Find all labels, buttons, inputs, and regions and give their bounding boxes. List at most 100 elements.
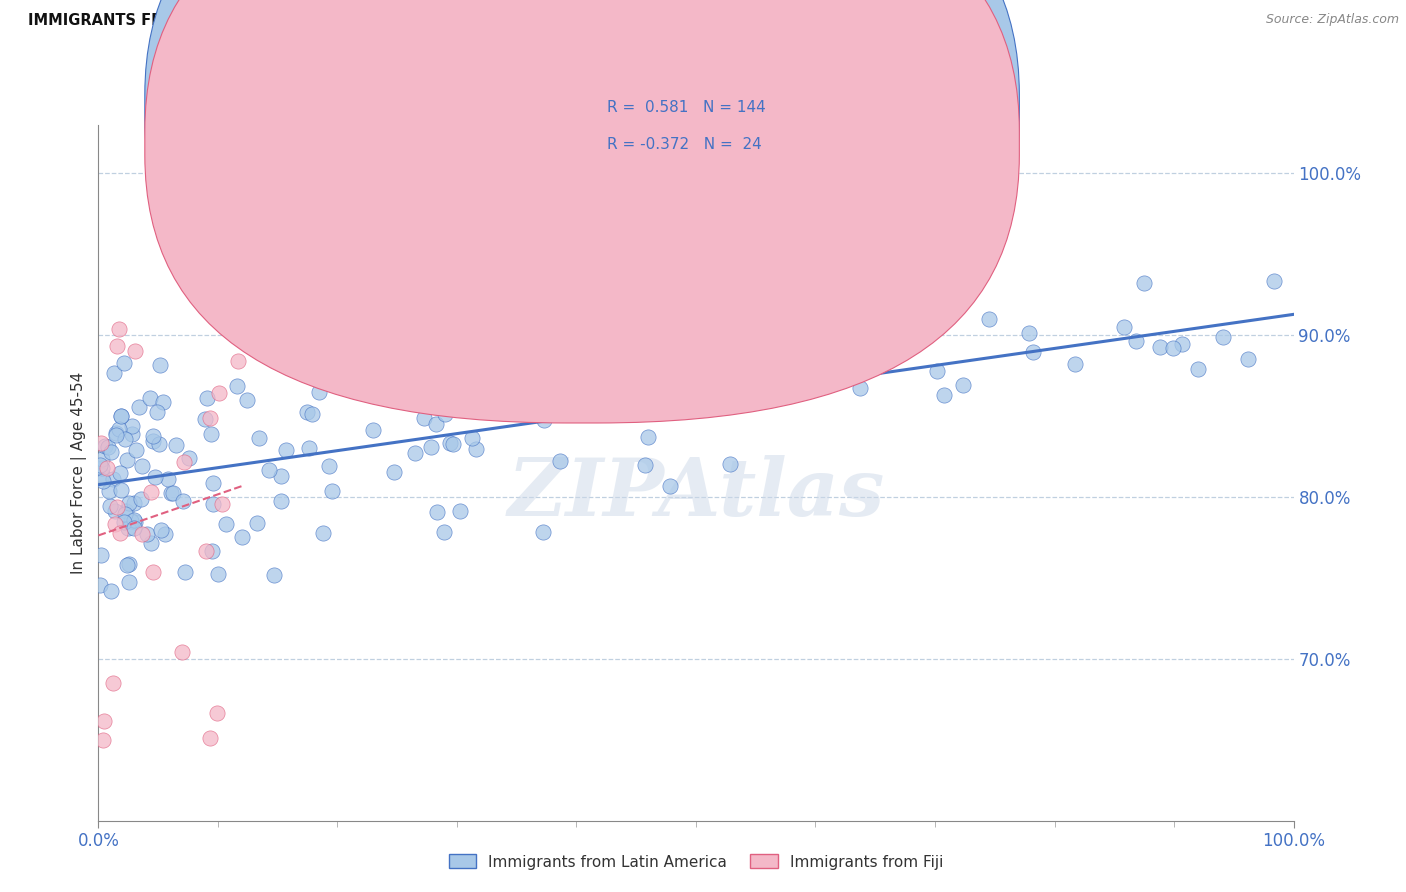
Point <box>114 508 136 522</box>
Point <box>103 366 125 380</box>
Point <box>177 450 200 465</box>
Point <box>679 325 702 339</box>
Point <box>105 339 128 353</box>
Point <box>718 458 741 472</box>
Y-axis label: In Labor Force | Age 45-54: In Labor Force | Age 45-54 <box>72 372 87 574</box>
Point <box>425 417 447 432</box>
Point <box>173 455 195 469</box>
Point <box>115 453 138 467</box>
Point <box>110 409 132 424</box>
Point <box>1114 320 1136 334</box>
Point <box>146 405 169 419</box>
Point <box>1018 326 1040 340</box>
Point <box>145 470 167 484</box>
Point <box>142 565 165 579</box>
Point <box>157 472 180 486</box>
Point <box>121 427 143 442</box>
Point <box>465 442 488 456</box>
Point <box>724 350 747 364</box>
Point <box>125 442 148 457</box>
Text: IMMIGRANTS FROM LATIN AMERICA VS IMMIGRANTS FROM FIJI IN LABOR FORCE | AGE 45-54: IMMIGRANTS FROM LATIN AMERICA VS IMMIGRA… <box>28 13 973 29</box>
Text: ZIPAtlas: ZIPAtlas <box>508 455 884 533</box>
Point <box>94 439 117 453</box>
Point <box>1212 330 1234 344</box>
Point <box>321 483 343 498</box>
Point <box>226 379 249 393</box>
Point <box>404 446 426 460</box>
Point <box>1133 277 1156 291</box>
Point <box>920 286 942 301</box>
Point <box>637 322 659 336</box>
Point <box>124 343 146 358</box>
Point <box>89 458 111 472</box>
Point <box>247 431 270 445</box>
Point <box>201 543 224 558</box>
Point <box>276 442 298 457</box>
Text: R =  0.581   N = 144: R = 0.581 N = 144 <box>607 100 766 115</box>
Point <box>270 493 292 508</box>
Point <box>198 731 221 745</box>
Legend: Immigrants from Latin America, Immigrants from Fiji: Immigrants from Latin America, Immigrant… <box>443 848 949 876</box>
Point <box>211 497 233 511</box>
Point <box>207 567 229 582</box>
Point <box>121 419 143 434</box>
Point <box>131 492 153 507</box>
Point <box>1125 334 1147 348</box>
Point <box>314 373 336 387</box>
Point <box>441 436 464 450</box>
Point <box>91 461 114 475</box>
Point <box>114 432 136 446</box>
Point <box>149 523 172 537</box>
Point <box>108 322 131 336</box>
Point <box>927 364 949 378</box>
Point <box>636 372 658 386</box>
Point <box>97 440 120 454</box>
Point <box>848 381 870 395</box>
Point <box>98 484 121 499</box>
Point <box>90 436 112 450</box>
Point <box>153 527 176 541</box>
Point <box>110 525 132 540</box>
Point <box>335 377 357 392</box>
Point <box>195 392 218 406</box>
Point <box>433 390 456 404</box>
Point <box>118 557 141 571</box>
Point <box>439 435 461 450</box>
Point <box>865 328 887 343</box>
Point <box>634 458 657 472</box>
Point <box>312 525 335 540</box>
Point <box>110 483 132 498</box>
Point <box>135 526 157 541</box>
Point <box>977 311 1000 326</box>
Point <box>105 425 128 440</box>
Point <box>208 311 231 326</box>
Point <box>124 515 146 529</box>
Point <box>117 558 139 572</box>
Point <box>122 496 145 510</box>
Point <box>361 424 384 438</box>
Point <box>90 548 112 562</box>
Point <box>118 575 141 590</box>
Point <box>1187 362 1209 376</box>
Point <box>434 407 457 421</box>
Point <box>142 434 165 448</box>
Point <box>91 732 114 747</box>
Point <box>531 524 554 539</box>
Point <box>100 583 122 598</box>
Point <box>115 504 138 518</box>
Point <box>1171 337 1194 351</box>
Point <box>93 714 115 729</box>
Point <box>461 431 484 445</box>
Point <box>141 536 163 550</box>
Point <box>298 441 321 455</box>
Point <box>1149 340 1171 354</box>
Point <box>1022 345 1045 359</box>
Point <box>139 485 162 500</box>
Point <box>138 392 160 406</box>
Point <box>952 378 974 392</box>
Point <box>165 438 187 452</box>
Point <box>112 356 135 370</box>
Point <box>413 411 436 425</box>
Point <box>122 513 145 527</box>
Point <box>605 344 627 359</box>
